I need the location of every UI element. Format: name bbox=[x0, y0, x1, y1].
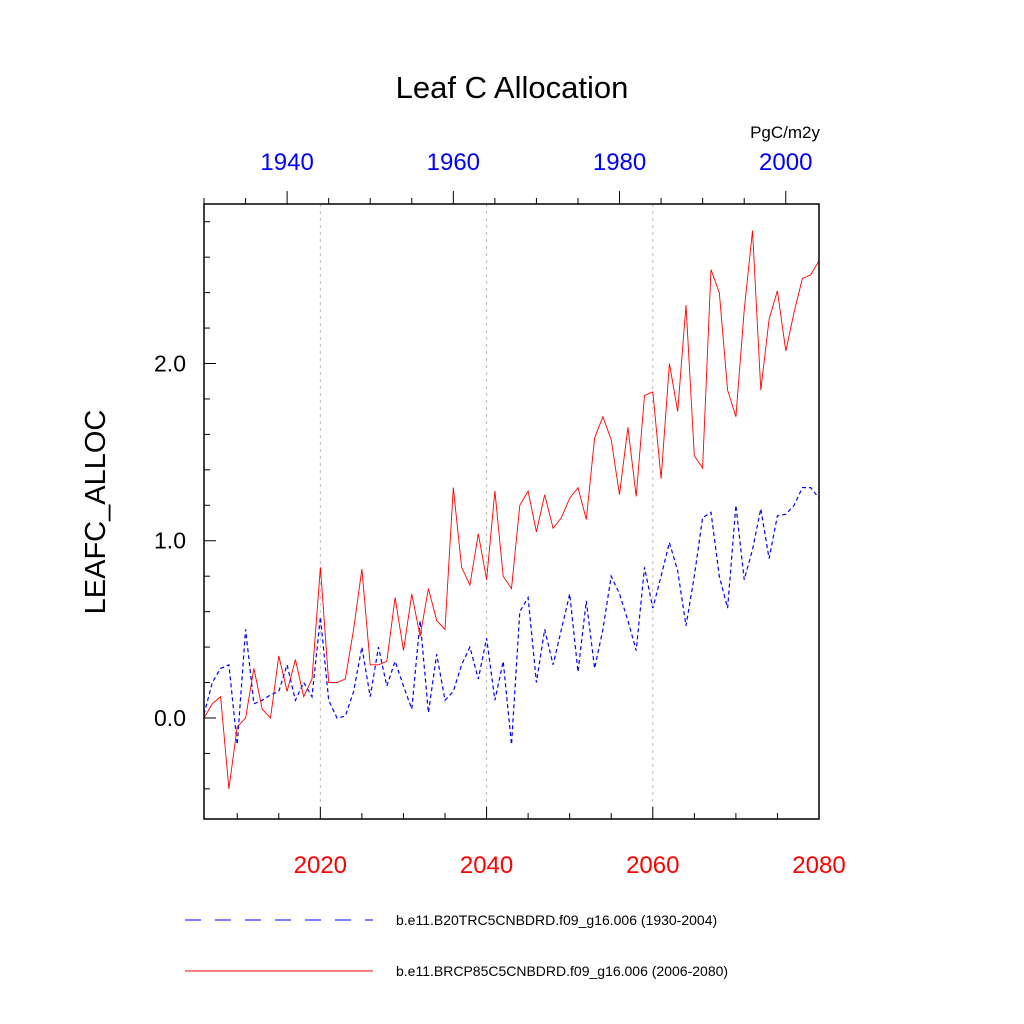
x-top-tick-label-1940: 1940 bbox=[260, 149, 313, 176]
legend: b.e11.B20TRC5CNBDRD.f09_g16.006 (1930-20… bbox=[185, 912, 728, 979]
y-tick-label-2: 2.0 bbox=[154, 351, 186, 377]
gridlines bbox=[319, 204, 654, 819]
series-line-0 bbox=[203, 487, 820, 745]
x-top-tick-label-1960: 1960 bbox=[427, 149, 480, 176]
legend-label-rcp85: b.e11.BRCP85C5CNBDRD.f09_g16.006 (2006-2… bbox=[396, 963, 728, 979]
legend-label-historical: b.e11.B20TRC5CNBDRD.f09_g16.006 (1930-20… bbox=[396, 912, 717, 928]
series-layer bbox=[203, 230, 820, 789]
units-label: PgC/m2y bbox=[750, 123, 820, 142]
x-bottom-tick-label-2020: 2020 bbox=[294, 852, 347, 879]
x-bottom-tick-label-2080: 2080 bbox=[792, 852, 845, 879]
chart-title: Leaf C Allocation bbox=[396, 70, 629, 105]
y-tick-label-1: 1.0 bbox=[154, 528, 186, 554]
x-bottom-tick-label-2040: 2040 bbox=[460, 852, 513, 879]
x-top-tick-label-2000: 2000 bbox=[759, 149, 812, 176]
x-top-tick-label-1980: 1980 bbox=[593, 149, 646, 176]
plot-frame bbox=[203, 203, 820, 820]
y-tick-label-0: 0.0 bbox=[154, 705, 186, 731]
x-bottom-tick-label-2060: 2060 bbox=[626, 852, 679, 879]
axes: 2020 2040 2060 2080 1940 1960 1980 2000 0.0 1.0 2.… bbox=[154, 149, 846, 879]
series-line-1 bbox=[203, 230, 820, 789]
y-axis-label: LEAFC_ALLOC bbox=[80, 410, 112, 615]
